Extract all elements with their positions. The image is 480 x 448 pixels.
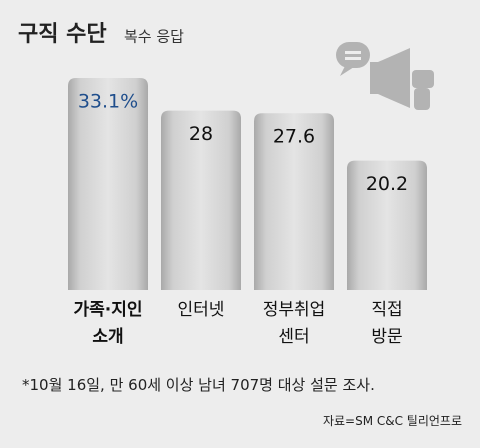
bar — [254, 113, 334, 290]
category-label: 직접 방문 — [371, 300, 403, 347]
footnote: *10월 16일, 만 60세 이상 남녀 707명 대상 설문 조사. — [22, 376, 375, 394]
category-label: 인터넷 — [177, 300, 225, 320]
category-label: 가족·지인 소개 — [73, 300, 143, 347]
chart-title: 구직 수단 — [18, 22, 107, 47]
bar — [161, 110, 241, 291]
bar — [68, 78, 148, 290]
category-label: 정부취업 센터 — [262, 300, 326, 347]
value-label: 20.2 — [366, 173, 408, 195]
chart-subtitle: 복수 응답 — [124, 28, 184, 46]
source: 자료=SM C&C 틸리언프로 — [322, 414, 462, 428]
value-label: 33.1% — [78, 91, 138, 113]
value-label: 28 — [189, 123, 213, 145]
value-label: 27.6 — [273, 126, 315, 148]
bar — [347, 160, 427, 290]
megaphone-icon — [336, 42, 434, 110]
